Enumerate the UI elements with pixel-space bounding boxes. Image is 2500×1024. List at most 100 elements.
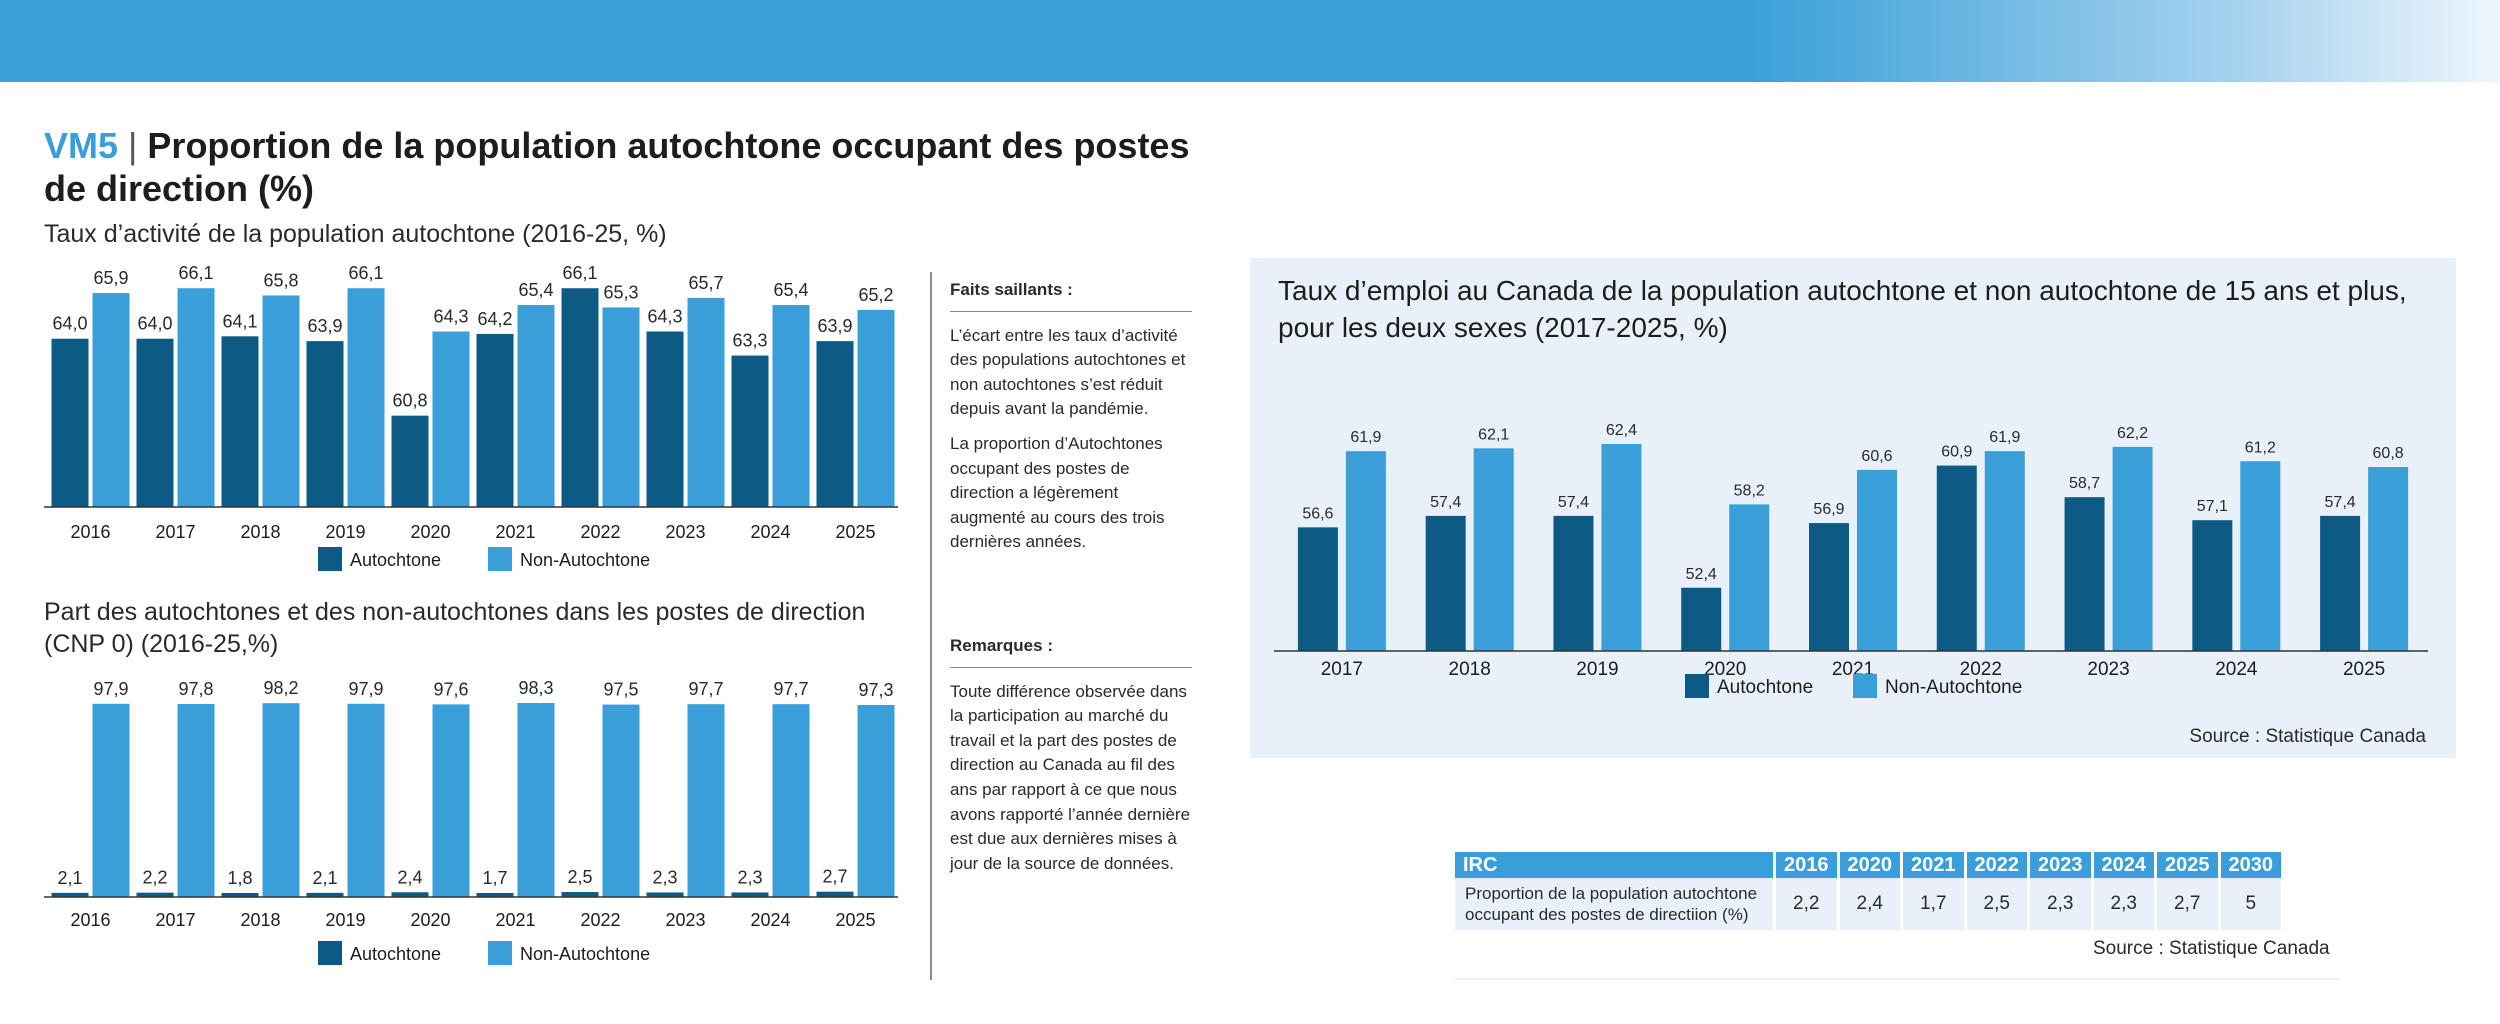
irc-value-cell: 2,2 bbox=[1774, 878, 1840, 930]
data-label: 65,7 bbox=[688, 273, 723, 293]
bar-autochtone bbox=[2064, 497, 2105, 651]
indicator-code: VM5 bbox=[44, 125, 119, 166]
data-label: 61,2 bbox=[2245, 439, 2276, 456]
irc-value-cell: 2,4 bbox=[1838, 878, 1903, 930]
data-label: 65,4 bbox=[773, 280, 808, 300]
data-label: 97,9 bbox=[348, 679, 383, 699]
data-label: 65,2 bbox=[858, 285, 893, 305]
chart3-title: Taux d’emploi au Canada de la population… bbox=[1278, 275, 2407, 343]
title-text: Proportion de la population autochtone o… bbox=[44, 125, 1190, 209]
bar-non-autochtone bbox=[1473, 448, 1514, 651]
chart2-title: Part des autochtones et des non-autochto… bbox=[44, 598, 866, 658]
x-tick-label: 2024 bbox=[750, 522, 790, 542]
bar-autochtone bbox=[1936, 465, 1977, 651]
bar-non-autochtone bbox=[772, 305, 810, 507]
irc-value-cell: 5 bbox=[2219, 878, 2284, 930]
data-label: 61,9 bbox=[1989, 429, 2020, 446]
bar-non-autochtone bbox=[2368, 467, 2409, 651]
data-label: 2,3 bbox=[652, 867, 677, 887]
bar-non-autochtone bbox=[687, 297, 725, 507]
data-label: 97,9 bbox=[93, 679, 128, 699]
bar-autochtone bbox=[731, 355, 769, 507]
irc-header-cell: 2022 bbox=[1965, 852, 2030, 878]
x-tick-label: 2019 bbox=[325, 910, 365, 930]
bar-autochtone bbox=[136, 892, 174, 897]
bar-autochtone bbox=[646, 892, 684, 897]
bar-non-autochtone bbox=[92, 293, 130, 507]
bar-non-autochtone bbox=[687, 704, 725, 897]
data-label: 64,2 bbox=[477, 309, 512, 329]
data-label: 98,3 bbox=[518, 678, 553, 698]
data-label: 60,6 bbox=[1861, 448, 1892, 465]
bar-non-autochtone bbox=[1729, 504, 1770, 651]
data-label: 62,4 bbox=[1606, 422, 1637, 439]
x-tick-label: 2017 bbox=[155, 522, 195, 542]
bar-non-autochtone bbox=[772, 704, 810, 897]
x-tick-label: 2021 bbox=[495, 522, 535, 542]
data-label: 65,4 bbox=[518, 280, 553, 300]
bar-autochtone bbox=[2320, 515, 2361, 651]
x-tick-label: 2022 bbox=[580, 522, 620, 542]
legend-swatch bbox=[1685, 674, 1709, 698]
table-source: Source : Statistique Canada bbox=[2093, 938, 2330, 959]
data-label: 2,3 bbox=[737, 867, 762, 887]
x-tick-label: 2025 bbox=[835, 522, 875, 542]
bar-autochtone bbox=[1425, 515, 1466, 651]
x-tick-label: 2018 bbox=[240, 522, 280, 542]
bar-autochtone bbox=[221, 893, 259, 897]
bar-autochtone bbox=[561, 892, 599, 897]
data-label: 62,1 bbox=[1478, 426, 1509, 443]
data-label: 63,3 bbox=[732, 331, 767, 351]
highlight-paragraph: La proportion d’Autochtones occupant des… bbox=[950, 433, 1165, 552]
irc-value-cell: 1,7 bbox=[1901, 878, 1967, 930]
bar-non-autochtone bbox=[1601, 444, 1642, 651]
x-tick-label: 2024 bbox=[2215, 659, 2258, 680]
x-tick-label: 2023 bbox=[2087, 659, 2129, 680]
x-tick-label: 2017 bbox=[1321, 659, 1363, 680]
bar-non-autochtone bbox=[2240, 461, 2281, 651]
data-label: 60,8 bbox=[2373, 445, 2404, 462]
legend-label: Non-Autochtone bbox=[520, 550, 650, 570]
data-label: 97,6 bbox=[433, 679, 468, 699]
data-label: 56,9 bbox=[1813, 501, 1844, 518]
irc-header-row: IRC 2016 2020 2021 2022 2023 2024 2025 2… bbox=[1455, 852, 2284, 878]
data-label: 57,4 bbox=[2325, 494, 2356, 511]
bar-autochtone bbox=[1681, 587, 1722, 651]
legend-swatch bbox=[488, 941, 512, 965]
chart1-title: Taux d’activité de la population autocht… bbox=[44, 220, 667, 248]
bar-autochtone bbox=[476, 333, 514, 507]
bar-autochtone bbox=[731, 892, 769, 897]
data-label: 65,3 bbox=[603, 282, 638, 302]
data-label: 1,8 bbox=[227, 868, 252, 888]
data-label: 57,4 bbox=[1558, 494, 1589, 511]
bar-autochtone bbox=[1297, 527, 1338, 651]
title-separator: | bbox=[128, 125, 138, 166]
x-tick-label: 2021 bbox=[495, 910, 535, 930]
data-label: 60,9 bbox=[1941, 444, 1972, 461]
irc-header-cell: 2020 bbox=[1838, 852, 1903, 878]
bar-non-autochtone bbox=[347, 288, 385, 507]
x-tick-label: 2022 bbox=[580, 910, 620, 930]
legend-swatch bbox=[318, 547, 342, 571]
highlights-heading: Faits saillants : bbox=[950, 278, 1192, 312]
data-label: 65,8 bbox=[263, 270, 298, 290]
data-label: 64,1 bbox=[222, 311, 257, 331]
legend-label: Non-Autochtone bbox=[1885, 677, 2022, 698]
bar-non-autochtone bbox=[857, 704, 895, 897]
x-tick-label: 2017 bbox=[155, 910, 195, 930]
bar-autochtone bbox=[391, 892, 429, 897]
data-label: 66,1 bbox=[562, 263, 597, 283]
bar-autochtone bbox=[51, 338, 89, 507]
x-tick-label: 2019 bbox=[325, 522, 365, 542]
data-label: 97,5 bbox=[603, 680, 638, 700]
x-tick-label: 2020 bbox=[410, 910, 450, 930]
irc-table: IRC 2016 2020 2021 2022 2023 2024 2025 2… bbox=[1455, 852, 2284, 930]
bar-non-autochtone bbox=[602, 307, 640, 507]
bar-autochtone bbox=[1553, 515, 1594, 651]
bar-autochtone bbox=[136, 338, 174, 507]
bar-autochtone bbox=[816, 891, 854, 897]
legend-label: Autochtone bbox=[1717, 677, 1813, 698]
management-share-chart: 2,1 97,9 2016 2,2 97,8 2017 1,8 98,2 2018 2,1 97,9… bbox=[44, 678, 898, 965]
data-label: 63,9 bbox=[817, 316, 852, 336]
data-label: 97,8 bbox=[178, 679, 213, 699]
